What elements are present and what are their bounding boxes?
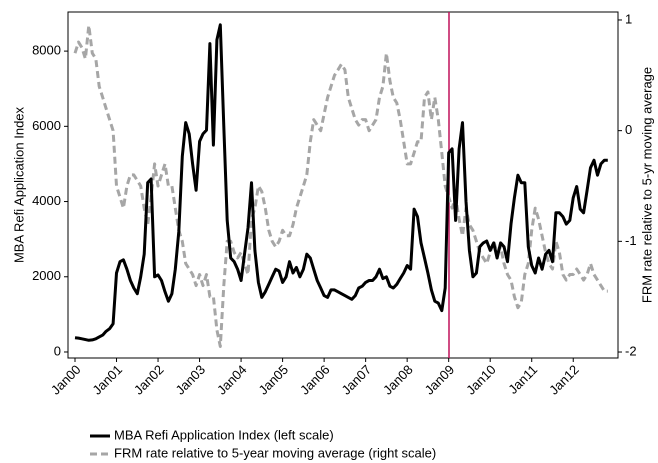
y-axis-title: MBA Refi Application Index — [11, 106, 26, 263]
legend-label: FRM rate relative to 5-year moving avera… — [114, 445, 436, 460]
x-tick-label: Jan00 — [48, 362, 84, 398]
legend-label: MBA Refi Application Index (left scale) — [114, 427, 334, 442]
plot-frame — [67, 11, 619, 359]
x-tick-label: Jan09 — [422, 362, 458, 398]
x-tick-label: Jan06 — [297, 362, 333, 398]
y-tick-label: 4000 — [32, 193, 61, 208]
x-tick-label: Jan04 — [214, 362, 250, 398]
x-tick-label: Jan07 — [339, 362, 375, 398]
y-tick-label: 0 — [54, 343, 61, 358]
x-tick-label: Jan02 — [131, 362, 167, 398]
x-tick-label: Jan11 — [505, 362, 540, 397]
series-line — [74, 23, 608, 342]
x-tick-label: Jan05 — [255, 362, 291, 398]
series-line — [73, 24, 608, 348]
y2-tick-label: 0 — [625, 122, 632, 137]
y2-tick-label: 1 — [625, 11, 632, 26]
x-tick-label: Jan12 — [546, 362, 582, 398]
y-tick-label: 2000 — [32, 268, 61, 283]
x-tick-label: Jan10 — [463, 362, 499, 398]
x-tick-label: Jan08 — [380, 362, 416, 398]
y2-tick-label: -1 — [625, 233, 637, 248]
y2-axis-title: FRM rate relative to 5-yr moving average — [639, 67, 654, 303]
x-tick-label: Jan01 — [89, 362, 125, 398]
y-tick-label: 6000 — [32, 118, 61, 133]
x-tick-label: Jan03 — [172, 362, 208, 398]
y2-tick-label: -2 — [625, 343, 637, 358]
y-tick-label: 8000 — [32, 43, 61, 58]
